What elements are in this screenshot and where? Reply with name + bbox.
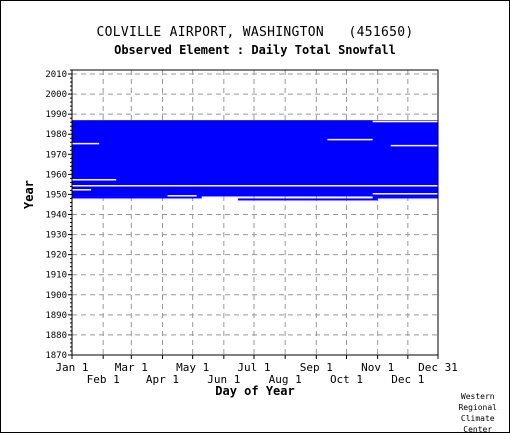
y-tick-label: 1970 (45, 150, 67, 160)
y-tick-label: 1890 (45, 311, 67, 321)
data-gap (72, 142, 100, 145)
x-tick-label: Feb 1 (87, 373, 120, 386)
data-gap (167, 195, 197, 197)
x-tick-label: Oct 1 (330, 373, 363, 386)
y-tick-label: 1950 (45, 190, 67, 200)
chart-title: COLVILLE AIRPORT, WASHINGTON (451650) (96, 25, 414, 40)
x-tick-label: Aug 1 (269, 373, 302, 386)
credit-line: Climate (460, 414, 495, 423)
data-block (72, 120, 438, 197)
y-tick-label: 1930 (45, 231, 67, 241)
data-gap (72, 189, 92, 191)
y-tick-label: 1920 (45, 251, 67, 261)
data-gap (372, 193, 438, 195)
y-tick-label: 1910 (45, 271, 67, 281)
data-block (72, 196, 202, 199)
chart-subtitle: Observed Element : Daily Total Snowfall (114, 43, 396, 57)
y-tick-label: 1880 (45, 331, 67, 341)
data-gap (72, 185, 438, 187)
y-tick-label: 1870 (45, 351, 67, 361)
credit-block: Western Regional Climate Center (458, 391, 497, 435)
x-axis-label: Day of Year (215, 384, 295, 398)
x-tick-label: Jun 1 (207, 373, 240, 386)
credit-line: Regional (458, 403, 497, 412)
x-tick-label: Nov 1 (361, 361, 394, 374)
x-tick-label: Dec 1 (391, 373, 424, 386)
x-tick-label: Jul 1 (237, 361, 270, 374)
plot-border (71, 69, 439, 356)
data-block (237, 198, 378, 201)
y-tick-label: 1940 (45, 211, 67, 221)
data-gap (72, 178, 117, 181)
data-gap (372, 120, 438, 123)
y-tick-label: 1960 (45, 170, 67, 180)
data-block (372, 196, 438, 199)
x-tick-label: Sep 1 (300, 361, 333, 374)
x-tick-label: Dec 31 (418, 361, 458, 374)
x-tick-label: Jan 1 (55, 361, 88, 374)
data-gap (390, 144, 438, 147)
y-tick-label: 2000 (45, 90, 67, 100)
plot-area (72, 70, 438, 355)
y-tick-label: 1900 (45, 291, 67, 301)
data-gap (327, 138, 373, 141)
credit-line: Western (460, 392, 495, 401)
x-tick-label: May 1 (176, 361, 209, 374)
y-tick-label: 1980 (45, 130, 67, 140)
x-tick-label: Apr 1 (146, 373, 179, 386)
y-tick-label: 2010 (45, 70, 67, 80)
y-tick-label: 1990 (45, 110, 67, 120)
x-tick-label: Mar 1 (115, 361, 148, 374)
credit-line: Center (463, 425, 493, 434)
